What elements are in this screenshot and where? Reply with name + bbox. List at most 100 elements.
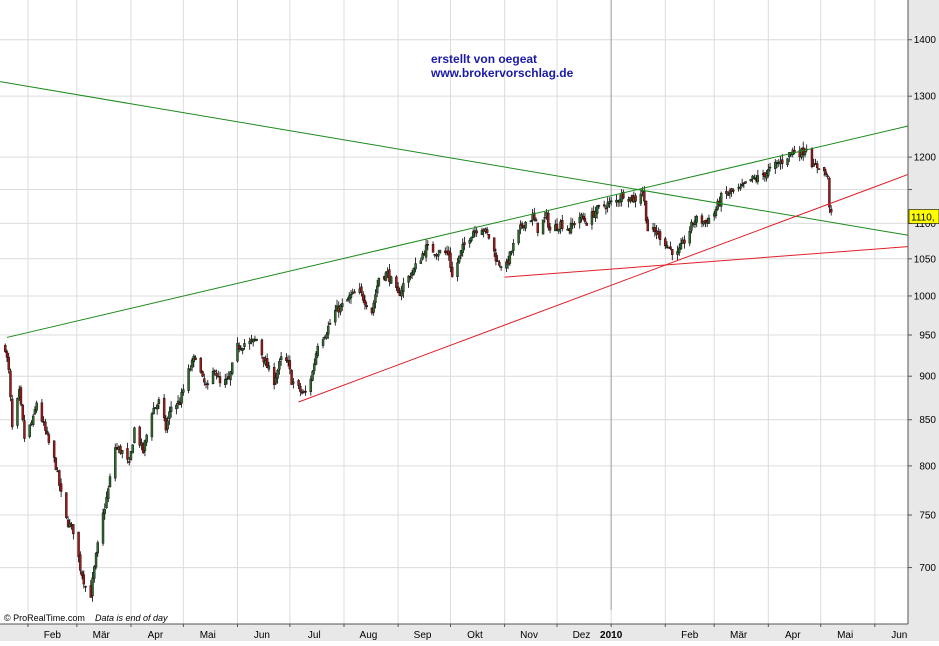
y-tick-label: 850 <box>919 415 936 426</box>
trendline-green <box>6 125 909 338</box>
candle <box>327 321 330 339</box>
candle <box>487 234 491 240</box>
trendline-green <box>0 81 909 236</box>
candle <box>236 337 239 363</box>
x-tick-label: Feb <box>44 630 62 641</box>
candle <box>414 257 417 273</box>
candle <box>215 369 218 380</box>
candle <box>353 289 356 294</box>
candle <box>77 531 80 563</box>
candle <box>541 219 545 235</box>
y-tick-label: 1200 <box>914 153 937 164</box>
candle <box>341 298 344 311</box>
candle <box>573 221 576 229</box>
candle <box>449 247 452 273</box>
candle <box>182 384 185 396</box>
candle <box>194 355 197 361</box>
candle <box>201 370 204 378</box>
candle <box>93 565 96 583</box>
candle <box>555 218 559 232</box>
candle <box>91 571 94 602</box>
candle <box>702 220 705 227</box>
candle <box>812 158 815 167</box>
candle <box>451 261 454 278</box>
x-tick-label: Aug <box>360 630 378 641</box>
trendlines <box>0 81 909 403</box>
candle <box>377 277 381 288</box>
x-tick-label: Apr <box>785 630 801 641</box>
candle <box>152 402 155 415</box>
candle <box>128 456 131 466</box>
candle <box>719 191 723 212</box>
y-tick-label: 950 <box>919 331 936 342</box>
candle <box>726 191 730 197</box>
candle <box>519 220 522 235</box>
candle <box>114 443 117 482</box>
candle <box>582 212 585 221</box>
candle <box>421 251 424 261</box>
y-axis-panel <box>908 0 939 624</box>
candle <box>150 412 154 441</box>
candle <box>634 193 637 208</box>
candle <box>664 236 667 250</box>
candle <box>536 222 540 237</box>
candle <box>211 367 215 385</box>
candle <box>199 357 203 374</box>
candle <box>683 235 686 249</box>
candle <box>510 250 513 256</box>
candle <box>255 338 258 342</box>
candle <box>40 398 44 423</box>
x-tick-label: Sep <box>414 630 432 641</box>
candle <box>180 388 183 408</box>
candle <box>707 214 711 224</box>
candle <box>346 297 349 302</box>
candle <box>767 163 770 178</box>
candle <box>492 237 496 257</box>
candle <box>622 189 625 200</box>
candle <box>365 301 368 310</box>
candle <box>162 394 166 422</box>
candle <box>459 250 463 259</box>
candle <box>278 358 281 375</box>
candle <box>203 373 206 386</box>
candle <box>311 370 314 382</box>
candle <box>9 368 12 402</box>
candle <box>590 207 594 230</box>
candle <box>388 264 391 287</box>
candle <box>325 331 328 340</box>
x-tick-label: Mär <box>93 630 111 641</box>
x-tick-label: 2010 <box>600 630 623 641</box>
candle <box>396 282 400 294</box>
candle <box>260 338 264 359</box>
candle <box>225 373 229 385</box>
candle <box>543 211 546 223</box>
candle <box>19 385 23 407</box>
x-axis-ticks: Feb Mär Apr Mai Jun Jul Aug Sep Okt Nov Dez 2010 Feb… <box>27 624 907 641</box>
candle <box>499 265 503 271</box>
watermark-line2: www.brokervorschlag.de <box>430 66 574 80</box>
candle <box>690 219 693 234</box>
candle <box>485 226 489 235</box>
candle <box>47 432 51 445</box>
candle <box>658 228 662 246</box>
candle <box>59 478 63 498</box>
x-tick-label: Nov <box>520 630 538 641</box>
candle <box>602 200 606 208</box>
candle <box>16 397 19 429</box>
candle <box>155 403 159 415</box>
candle <box>138 425 141 448</box>
candle <box>433 253 436 258</box>
candle <box>187 364 190 394</box>
x-tick-label: Mai <box>200 630 216 641</box>
candle <box>520 221 524 229</box>
y-tick-label: 1000 <box>914 291 937 302</box>
candle <box>251 338 255 347</box>
candle <box>829 205 833 216</box>
candle <box>272 362 276 390</box>
candle <box>498 260 501 268</box>
candle <box>740 178 744 188</box>
candle <box>7 353 10 374</box>
candle <box>243 338 246 350</box>
